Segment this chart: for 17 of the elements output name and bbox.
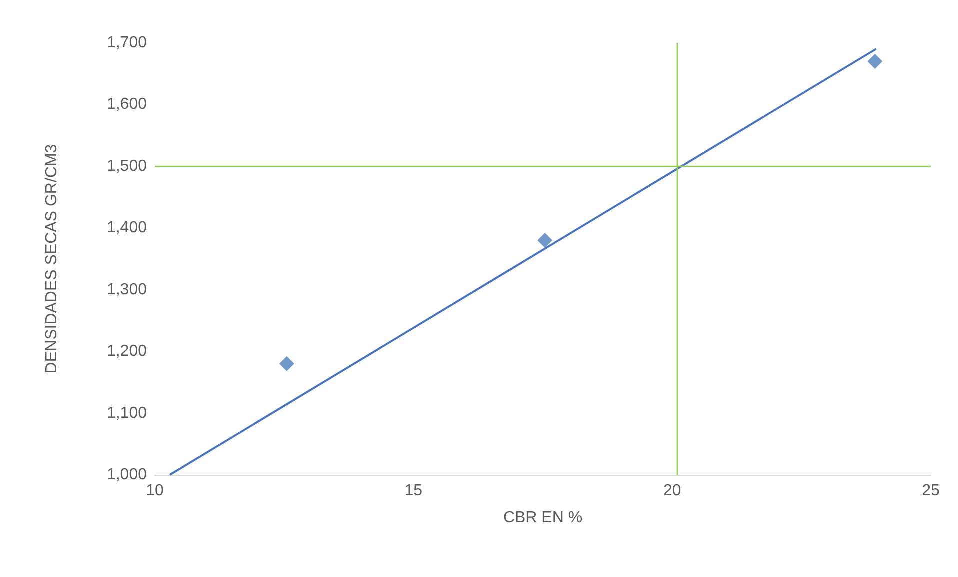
y-axis-title: DENSIDADES SECAS GR/CM3 <box>44 144 60 374</box>
y-tick-label: 1,200 <box>106 343 148 360</box>
x-tick-label: 25 <box>922 482 940 500</box>
y-tick-label: 1,600 <box>106 96 148 114</box>
point <box>538 232 553 248</box>
y-tick-label: 1,100 <box>106 404 148 422</box>
y-tick-label: 1,700 <box>106 34 148 52</box>
point <box>279 356 294 372</box>
x-tick-label: 20 <box>663 482 682 500</box>
y-tick-label: 1,000 <box>106 466 148 484</box>
y-tick-label: 1,500 <box>106 158 148 175</box>
y-tick-label: 1,400 <box>106 220 148 237</box>
x-tick-label: 10 <box>146 482 164 500</box>
point <box>868 54 883 70</box>
x-axis-title: CBR EN % <box>503 510 583 526</box>
y-tick-label: 1,300 <box>106 281 148 298</box>
x-tick-label: 15 <box>404 482 423 500</box>
